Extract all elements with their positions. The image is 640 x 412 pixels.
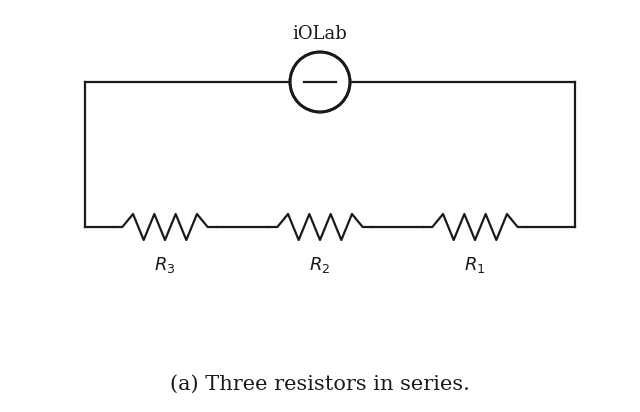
Text: $R_{3}$: $R_{3}$ [154, 255, 176, 275]
Text: iOLab: iOLab [292, 25, 348, 43]
Text: (a) Three resistors in series.: (a) Three resistors in series. [170, 375, 470, 393]
Bar [290, 81, 350, 83]
Text: $R_{1}$: $R_{1}$ [464, 255, 486, 275]
Text: $R_{2}$: $R_{2}$ [309, 255, 331, 275]
